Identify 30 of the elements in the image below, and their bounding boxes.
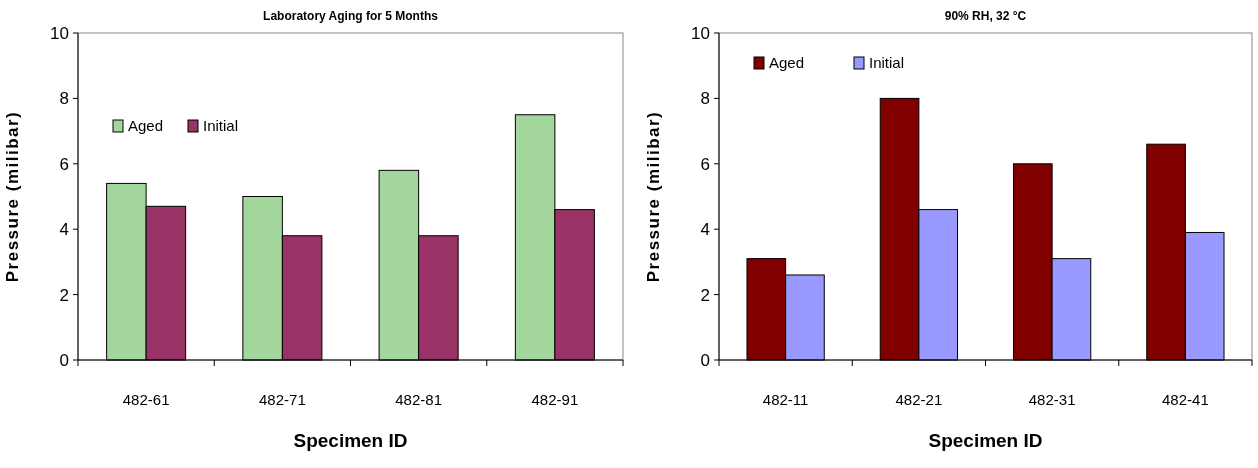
y-tick-label: 6 (700, 154, 710, 174)
legend-label: Initial (203, 117, 239, 135)
y-tick-label: 0 (700, 350, 710, 370)
legend-label: Aged (769, 54, 805, 72)
y-tick-label: 8 (700, 89, 710, 109)
x-tick-label: 482-11 (762, 391, 809, 408)
x-tick-label: 482-61 (122, 391, 170, 408)
y-tick-label: 4 (700, 220, 710, 240)
legend-label: Initial (869, 54, 905, 72)
y-tick-label: 6 (59, 154, 69, 174)
x-axis-title: Specimen ID (293, 430, 408, 451)
y-axis-title: Pressure (milibar) (644, 110, 663, 283)
chart-title: Laboratory Aging for 5 Months (263, 9, 439, 23)
y-axis-title: Pressure (milibar) (3, 110, 22, 283)
legend-label: Aged (128, 117, 164, 135)
x-axis-title: Specimen ID (928, 430, 1043, 451)
x-tick-label: 482-81 (395, 391, 442, 408)
y-tick-label: 2 (700, 285, 710, 305)
x-tick-label: 482-21 (895, 391, 943, 408)
y-tick-label: 4 (59, 220, 69, 240)
y-tick-label: 10 (50, 23, 69, 43)
x-tick-label: 482-41 (1162, 391, 1209, 408)
y-tick-label: 8 (59, 89, 69, 109)
y-tick-label: 10 (691, 23, 710, 43)
x-tick-label: 482-91 (531, 391, 579, 408)
y-tick-label: 0 (59, 350, 69, 370)
x-tick-label: 482-31 (1028, 391, 1076, 408)
x-tick-label: 482-71 (259, 391, 306, 408)
chart-title: 90% RH, 32 °C (944, 9, 1027, 23)
y-tick-label: 2 (59, 285, 69, 305)
